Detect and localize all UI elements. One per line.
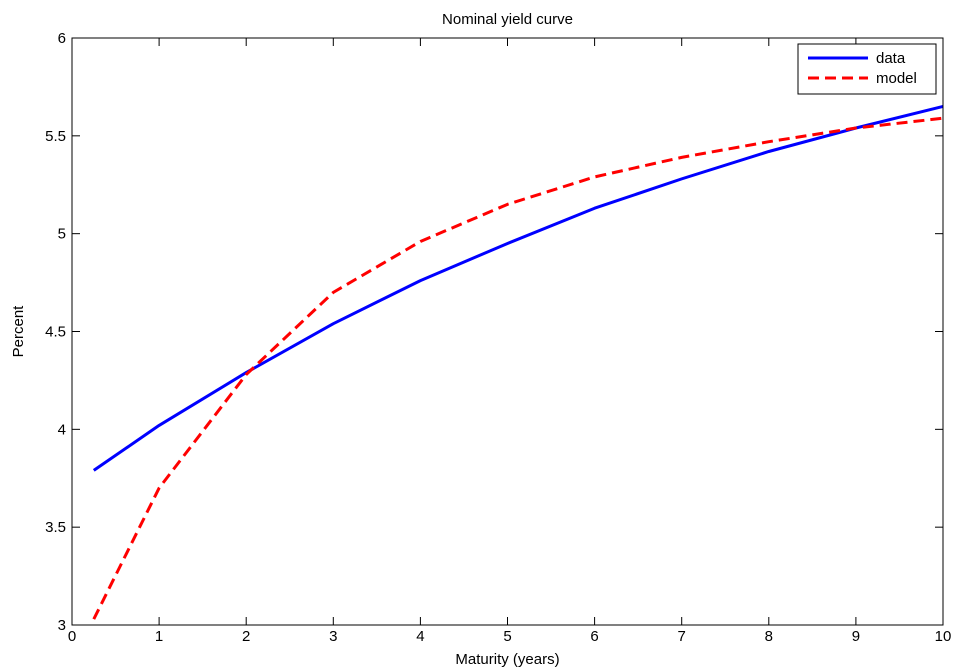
y-tick-label: 4 <box>58 421 66 438</box>
x-tick-label: 2 <box>242 628 250 645</box>
legend-box <box>797 43 937 95</box>
x-tick-label: 9 <box>852 628 860 645</box>
y-tick-label: 3.5 <box>45 519 66 536</box>
x-tick-label: 1 <box>155 628 163 645</box>
legend: data model <box>797 43 937 95</box>
chart-title: Nominal yield curve <box>442 11 573 28</box>
y-tick-label: 3 <box>58 617 66 634</box>
x-tick-label: 3 <box>329 628 337 645</box>
x-tick-label: 0 <box>68 628 76 645</box>
x-tick-label: 10 <box>935 628 952 645</box>
series-line-data <box>92 105 944 472</box>
x-tick-label: 7 <box>678 628 686 645</box>
legend-label-model: model <box>876 70 917 87</box>
x-tick-label: 8 <box>765 628 773 645</box>
x-tick-label: 5 <box>503 628 511 645</box>
plot-area <box>72 38 943 625</box>
series-layer <box>92 105 944 620</box>
series-line-model <box>92 116 944 620</box>
legend-label-data: data <box>876 50 906 67</box>
x-tick-label: 6 <box>590 628 598 645</box>
x-axis-title: Maturity (years) <box>455 651 559 668</box>
x-tick-label: 4 <box>416 628 424 645</box>
y-tick-label: 5 <box>58 226 66 243</box>
y-tick-label: 5.5 <box>45 128 66 145</box>
tick-layer: 0 1 2 3 4 5 6 7 8 9 10 3 3.5 4 4.5 5 5.5 6 <box>45 30 951 645</box>
y-tick-label: 6 <box>58 30 66 47</box>
y-tick-label: 4.5 <box>45 324 66 341</box>
y-axis-title: Percent <box>10 305 27 358</box>
